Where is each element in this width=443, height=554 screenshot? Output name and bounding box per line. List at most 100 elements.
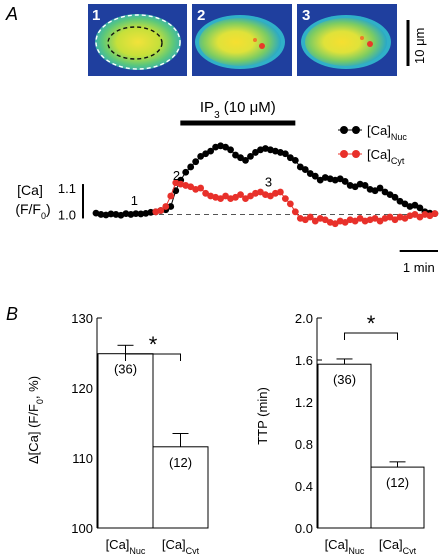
point-cyt-38 — [341, 218, 349, 226]
point-nuc-26 — [222, 143, 229, 151]
point-nuc-57 — [376, 184, 384, 192]
point-cyt-30 — [301, 216, 309, 224]
point-cyt-25 — [276, 188, 284, 196]
legend-label-cyt: [Ca]Cyt — [367, 147, 405, 166]
point-nuc-9 — [137, 210, 145, 218]
point-nuc-19 — [187, 163, 195, 171]
amplitude-category-labels: [Ca]Nuc [Ca]Cyt — [106, 537, 200, 554]
point-cyt-16 — [232, 193, 239, 201]
legend-item-nuc: [Ca]Nuc — [338, 123, 407, 142]
trace-y-label: [Ca] (F/F0) — [15, 182, 50, 221]
legend-label-nuc: [Ca]Nuc — [367, 123, 407, 142]
point-cyt-13 — [217, 195, 224, 203]
point-nuc-60 — [391, 193, 399, 201]
point-nuc-6 — [122, 210, 130, 218]
ttp-significance-star: * — [367, 311, 376, 336]
trace-y-tick-label-0: 1.0 — [58, 207, 76, 222]
amplitude-n-label-1: (12) — [169, 455, 192, 470]
point-nuc-16 — [172, 187, 180, 195]
stimulus-label: IP3 (10 μM) — [200, 99, 276, 121]
point-nuc-52 — [351, 183, 359, 191]
ttp-y-tick-label-3: 1.2 — [295, 395, 313, 410]
point-nuc-59 — [386, 191, 394, 199]
ip3-stimulus-bar: IP3 (10 μM) — [180, 99, 296, 126]
amplitude-y-tick-label-1: 110 — [72, 451, 93, 466]
point-nuc-29 — [237, 154, 244, 162]
ttp-y-tick-label-2: 0.8 — [295, 437, 313, 452]
point-cyt-53 — [416, 213, 424, 221]
time-point-label-2: 2 — [173, 168, 180, 183]
point-cyt-2 — [162, 203, 170, 210]
amplitude-y-label: Δ[Ca] (F/F0, %) — [26, 376, 45, 464]
point-cyt-34 — [321, 216, 329, 224]
point-nuc-4 — [112, 211, 120, 218]
point-cyt-10 — [202, 189, 210, 197]
fluorescence-image-3: 3 — [297, 4, 397, 76]
time-scale-bar-label: 1 min — [403, 260, 435, 275]
time-point-label-3: 3 — [265, 175, 272, 190]
nucleus-roi-outline — [107, 26, 163, 60]
trace-y-label-line1: [Ca] — [17, 182, 43, 198]
point-nuc-45 — [316, 176, 324, 184]
amplitude-bar-0 — [97, 353, 154, 529]
ttp-y-label: TTP (min) — [255, 387, 270, 445]
ttp-bar-chart: TTP (min) 0.00.40.81.21.62.0 (36)(12) * … — [255, 311, 425, 554]
point-cyt-56 — [431, 210, 439, 218]
ttp-bar-0 — [317, 363, 372, 529]
ttp-y-tick-label-1: 0.4 — [295, 479, 313, 494]
point-cyt-21 — [257, 188, 264, 196]
fluorescence-images: 1 2 3 10 μm — [88, 4, 427, 76]
point-nuc-11 — [147, 208, 155, 216]
trace-point-labels: 1 2 3 — [131, 168, 272, 208]
trace-legend: [Ca]Nuc [Ca]Cyt — [338, 123, 407, 166]
point-cyt-48 — [391, 216, 399, 224]
ttp-category-label-0: [Ca]Nuc — [325, 537, 365, 554]
point-cyt-19 — [247, 192, 254, 200]
ttp-y-tick-label-5: 2.0 — [295, 311, 313, 326]
trace-y-label-line2: (F/F0) — [15, 201, 50, 221]
amplitude-category-label-0: [Ca]Nuc — [106, 537, 146, 554]
fluorescence-image-1: 1 — [88, 4, 187, 76]
point-cyt-36 — [331, 220, 339, 228]
ttp-significance: * — [344, 311, 398, 340]
point-cyt-9 — [197, 184, 205, 192]
amplitude-significance: * — [125, 332, 181, 361]
point-nuc-43 — [306, 170, 314, 177]
point-nuc-30 — [242, 156, 249, 164]
amplitude-bars: (36) (12) — [97, 344, 209, 529]
point-nuc-32 — [252, 149, 259, 156]
calcium-trace-chart: IP3 (10 μM) [Ca] (F/F0) 1.0 1.1 1 2 3 [Ca]N… — [15, 99, 439, 275]
point-cyt-47 — [386, 213, 394, 221]
point-nuc-15 — [167, 203, 175, 210]
point-nuc-18 — [182, 168, 190, 176]
point-nuc-39 — [286, 154, 294, 162]
amplitude-significance-star: * — [149, 332, 158, 357]
amplitude-y-axis: 100 110 120 130 — [71, 311, 102, 536]
point-nuc-22 — [202, 150, 210, 158]
ttp-n-label-1: (12) — [386, 475, 409, 490]
point-nuc-31 — [247, 152, 254, 160]
point-nuc-62 — [401, 200, 409, 208]
ttp-bar-1 — [370, 466, 425, 529]
point-cyt-41 — [356, 215, 364, 222]
point-cyt-26 — [281, 195, 289, 203]
image-label-2: 2 — [197, 7, 205, 24]
point-nuc-7 — [127, 211, 135, 218]
point-nuc-38 — [281, 150, 289, 158]
point-cyt-31 — [306, 213, 314, 221]
point-cyt-23 — [267, 192, 274, 200]
point-nuc-41 — [296, 163, 304, 171]
point-nuc-54 — [361, 182, 369, 189]
point-nuc-40 — [291, 156, 299, 164]
point-cyt-28 — [291, 208, 299, 216]
trace-y-scale-bar: 1.0 1.1 — [58, 181, 84, 222]
image-scale-bar-label: 10 μm — [412, 28, 427, 64]
point-nuc-3 — [107, 210, 115, 218]
point-nuc-64 — [411, 201, 419, 209]
point-nuc-56 — [371, 187, 379, 195]
point-cyt-3 — [167, 192, 175, 200]
point-nuc-49 — [336, 175, 344, 183]
image-label-3: 3 — [302, 7, 310, 24]
time-point-label-1: 1 — [131, 193, 138, 208]
